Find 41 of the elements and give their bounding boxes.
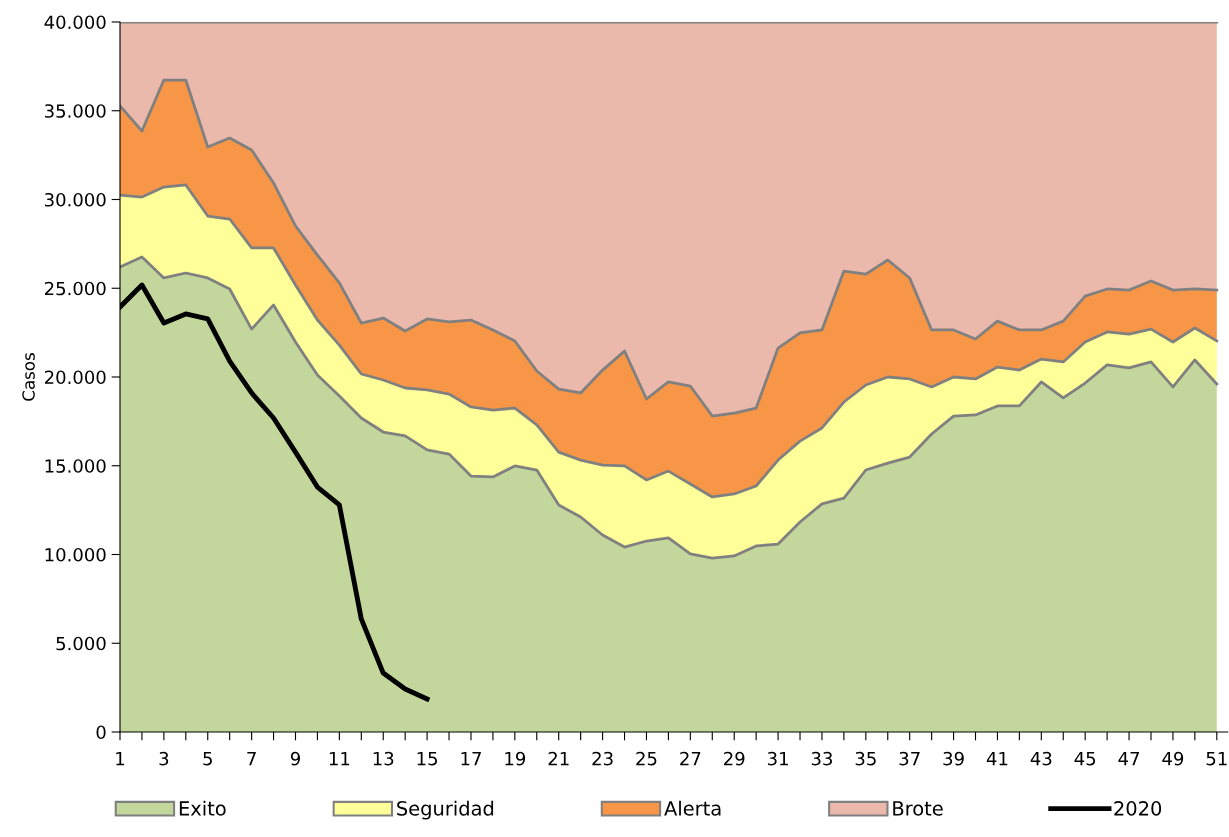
x-tick-label: 39 [943, 751, 964, 766]
x-tick-label: 33 [811, 751, 832, 766]
y-axis-title: Casos [22, 353, 35, 401]
x-tick-label: 19 [505, 751, 526, 766]
legend-label: Exito [179, 800, 226, 816]
x-tick-label: 49 [1162, 751, 1184, 766]
legend-label: Brote [893, 801, 943, 816]
x-tick-label: 3 [159, 751, 169, 766]
x-tick-label: 31 [767, 751, 788, 766]
x-tick-label: 37 [899, 751, 920, 766]
y-tick-label: 25.000 [44, 281, 106, 296]
x-tick-label: 41 [986, 752, 1008, 766]
x-tick-label: 13 [373, 751, 394, 766]
y-tick-label: 20.000 [44, 370, 106, 385]
x-tick-label: 21 [548, 751, 569, 766]
x-tick-label: 35 [855, 751, 876, 766]
y-tick-label: 10.000 [45, 547, 106, 562]
x-tick-label: 25 [636, 751, 657, 766]
y-tick-label: 40.000 [44, 15, 106, 30]
y-tick-label: 15.000 [45, 459, 106, 473]
x-tick-label: 43 [1030, 751, 1052, 766]
x-tick-label: 17 [461, 752, 481, 766]
x-tick-label: 7 [247, 752, 256, 766]
legend-label: Alerta [664, 800, 721, 816]
legend-label: 2020 [1114, 801, 1162, 816]
x-tick-label: 11 [329, 752, 350, 766]
y-tick-label: 35.000 [45, 104, 106, 118]
x-tick-label: 23 [592, 751, 613, 766]
x-tick-label: 29 [724, 751, 745, 766]
y-tick-label: 30.000 [45, 192, 106, 207]
x-tick-label: 15 [417, 752, 438, 766]
x-tick-label: 51 [1206, 752, 1227, 766]
x-tick-label: 47 [1118, 752, 1139, 766]
x-tick-label: 1 [116, 752, 125, 766]
x-tick-label: 9 [290, 751, 300, 766]
legend-label: Seguridad [397, 800, 494, 820]
x-tick-label: 5 [203, 752, 212, 766]
x-tick-label: 45 [1074, 752, 1096, 766]
x-tick-label: 27 [680, 751, 701, 766]
y-tick-label: 5.000 [56, 636, 106, 651]
y-tick-label: 0 [96, 725, 106, 740]
